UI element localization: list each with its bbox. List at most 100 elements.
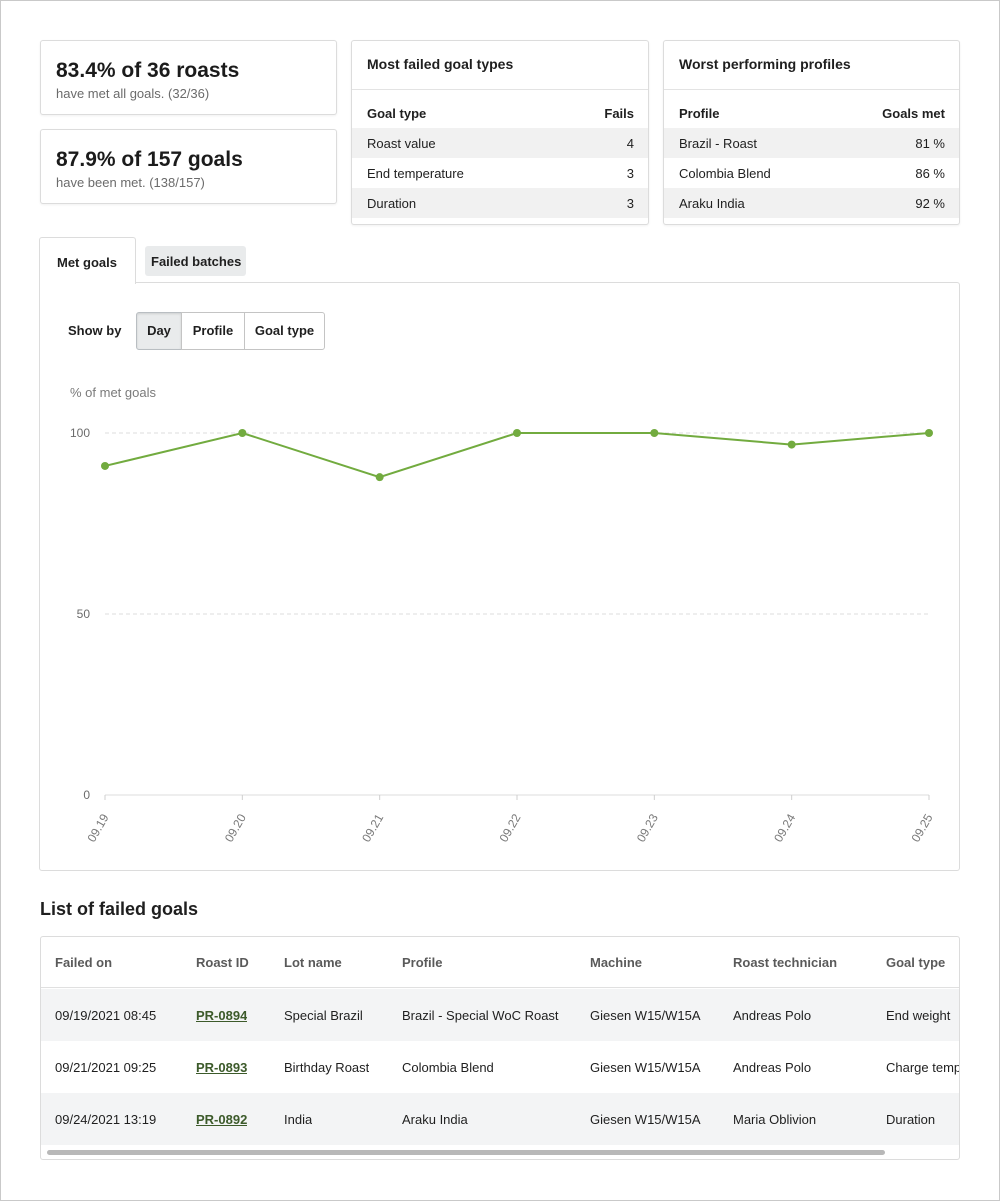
fails-cell: 4 [626, 136, 634, 151]
goal-type-cell: End weight [886, 1008, 951, 1023]
x-tick-label: 09.20 [222, 811, 249, 844]
profile-cell: Colombia Blend [679, 166, 771, 181]
lot-name-cell: Birthday Roast [284, 1060, 370, 1075]
col-roast-id: Roast ID [196, 955, 249, 970]
machine-cell: Giesen W15/W15A [590, 1060, 701, 1075]
header-fails: Fails [604, 106, 634, 121]
technician-cell: Andreas Polo [733, 1060, 812, 1075]
goals-met-cell: 81 % [915, 136, 945, 151]
data-point [101, 461, 109, 470]
x-tick-label: 09.21 [359, 811, 386, 844]
met-goals-chart: % of met goals 0 50 100 09.19 09.20 09.21 09.… [70, 385, 936, 845]
table-row: 09/19/2021 08:45 PR-0894 Special Brazil … [41, 989, 959, 1041]
data-point [925, 429, 933, 437]
table-row: Duration 3 [352, 188, 648, 218]
met-goals-panel [39, 282, 960, 871]
show-by-day-button[interactable]: Day [136, 312, 182, 350]
tab-met-goals[interactable]: Met goals [39, 237, 136, 284]
failed-goal-types-title: Most failed goal types [367, 56, 514, 72]
profile-cell: Brazil - Roast [679, 136, 758, 151]
y-tick-label: 50 [77, 607, 91, 621]
profile-cell: Araku India [679, 196, 745, 211]
x-tick-label: 09.24 [771, 811, 798, 844]
goal-type-cell: Charge temp [886, 1060, 960, 1075]
tab-met-goals-label: Met goals [57, 255, 117, 270]
table-row: 09/24/2021 13:19 PR-0892 India Araku Ind… [41, 1093, 959, 1145]
goals-met-cell: 86 % [915, 166, 945, 181]
lot-name-cell: India [284, 1112, 313, 1127]
failed-on-cell: 09/19/2021 08:45 [55, 1008, 157, 1023]
technician-cell: Maria Oblivion [733, 1112, 817, 1127]
table-header: Failed on Roast ID Lot name Profile Mach… [41, 937, 959, 988]
table-header: Profile Goals met [664, 98, 959, 128]
failed-on-cell: 09/21/2021 09:25 [55, 1060, 157, 1075]
x-tick-label: 09.25 [908, 811, 935, 844]
goal-type-cell: Roast value [367, 136, 436, 151]
table-row: Brazil - Roast 81 % [664, 128, 959, 158]
profile-cell: Colombia Blend [402, 1060, 494, 1075]
data-point [650, 429, 659, 437]
goal-type-cell: End temperature [367, 166, 464, 181]
x-tick-label: 09.22 [496, 811, 523, 844]
goals-stat-caption: have been met. (138/157) [56, 175, 205, 190]
worst-profiles-title: Worst performing profiles [679, 56, 851, 72]
table-row: 09/21/2021 09:25 PR-0893 Birthday Roast … [41, 1041, 960, 1093]
x-tick-label: 09.23 [634, 811, 661, 844]
table-row: Roast value 4 [352, 128, 648, 158]
data-point [375, 473, 384, 482]
profile-cell: Brazil - Special WoC Roast [402, 1008, 559, 1023]
tab-failed-batches-label: Failed batches [151, 254, 242, 269]
show-by-goal-type-button[interactable]: Goal type [244, 312, 325, 350]
goals-stat-value: 87.9% of 157 goals [56, 148, 243, 171]
goals-stat-card: 87.9% of 157 goals have been met. (138/1… [40, 129, 337, 204]
failed-goals-table: Failed on Roast ID Lot name Profile Mach… [40, 936, 960, 1160]
col-failed-on: Failed on [55, 955, 113, 970]
divider [664, 89, 959, 90]
fails-cell: 3 [626, 196, 634, 211]
goals-met-cell: 92 % [915, 196, 945, 211]
series-line [104, 431, 930, 479]
table-header: Goal type Fails [352, 98, 648, 128]
roasts-stat-caption: have met all goals. (32/36) [56, 86, 210, 101]
machine-cell: Giesen W15/W15A [590, 1008, 701, 1023]
col-goal-type: Goal type [886, 955, 946, 970]
col-profile: Profile [402, 955, 443, 970]
roast-id-link[interactable]: PR-0893 [196, 1060, 248, 1075]
header-goal-type: Goal type [367, 106, 427, 121]
failed-goals-title: List of failed goals [40, 899, 199, 919]
show-by-label: Show by [68, 323, 122, 338]
roasts-stat-card: 83.4% of 36 roasts have met all goals. (… [40, 40, 337, 115]
tab-failed-batches[interactable]: Failed batches [145, 246, 246, 276]
col-lot-name: Lot name [284, 955, 342, 970]
roast-id-link[interactable]: PR-0892 [196, 1112, 248, 1127]
roasts-stat-value: 83.4% of 36 roasts [56, 59, 240, 82]
lot-name-cell: Special Brazil [284, 1008, 363, 1023]
data-point [238, 429, 247, 437]
roast-id-link[interactable]: PR-0894 [196, 1008, 248, 1023]
divider [352, 89, 648, 90]
col-machine: Machine [590, 955, 643, 970]
y-axis-label: % of met goals [70, 385, 156, 400]
header-goals-met: Goals met [882, 106, 945, 121]
worst-profiles-card: Worst performing profiles Profile Goals … [663, 40, 960, 225]
header-profile: Profile [679, 106, 720, 121]
col-technician: Roast technician [733, 955, 838, 970]
technician-cell: Andreas Polo [733, 1008, 812, 1023]
failed-goal-types-card: Most failed goal types Goal type Fails R… [351, 40, 649, 225]
failed-on-cell: 09/24/2021 13:19 [55, 1112, 157, 1127]
fails-cell: 3 [626, 166, 634, 181]
show-by-profile-button[interactable]: Profile [181, 312, 245, 350]
y-tick-label: 0 [83, 788, 90, 802]
x-tick-label: 09.19 [84, 811, 111, 844]
goal-type-cell: Duration [886, 1112, 936, 1127]
y-tick-label: 100 [70, 426, 90, 440]
table-row: End temperature 3 [352, 158, 648, 188]
table-row: Colombia Blend 86 % [664, 158, 959, 188]
data-point [513, 429, 521, 437]
table-row: Araku India 92 % [664, 188, 959, 218]
horizontal-scrollbar[interactable] [47, 1150, 885, 1155]
profile-cell: Araku India [402, 1112, 468, 1127]
machine-cell: Giesen W15/W15A [590, 1112, 701, 1127]
goal-type-cell: Duration [367, 196, 417, 211]
data-point [787, 440, 796, 449]
